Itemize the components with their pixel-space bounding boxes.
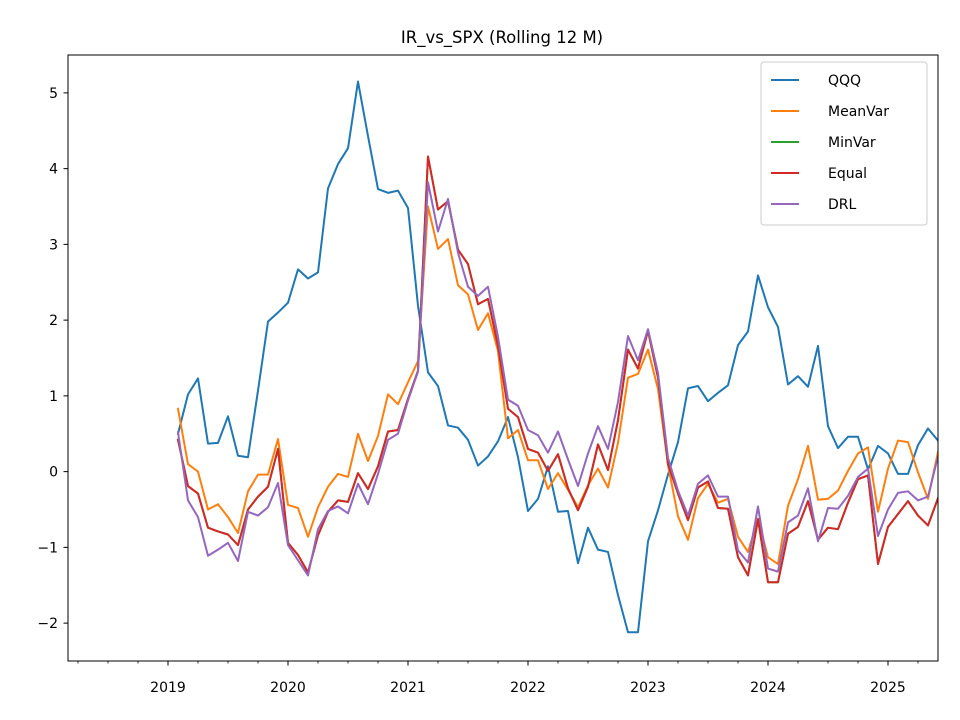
plot-area: [176, 80, 938, 634]
y-tick-label: 3: [49, 237, 58, 253]
legend-label-drl: DRL: [828, 197, 857, 213]
x-tick-label: 2019: [150, 680, 186, 696]
legend-label-minvar: MinVar: [828, 135, 876, 151]
series-line-equal: [176, 155, 938, 584]
legend-box: [760, 61, 928, 226]
x-tick-label: 2024: [750, 680, 786, 696]
axes: −2 −1 0 1 2 3 4 5 2019 2020 2021 2022 2023 2024 2025: [37, 54, 939, 696]
legend-label-meanvar: MeanVar: [828, 104, 889, 120]
legend-label-qqq: QQQ: [828, 73, 861, 89]
x-tick-label: 2022: [510, 680, 546, 696]
chart-title: IR_vs_SPX (Rolling 12 M): [401, 28, 603, 48]
x-tick-label: 2021: [390, 680, 426, 696]
y-tick-label: −1: [37, 540, 58, 556]
x-tick-label: 2023: [630, 680, 666, 696]
y-tick-label: 1: [49, 389, 58, 405]
x-tick-label: 2020: [270, 680, 306, 696]
y-tick-label: 4: [49, 162, 58, 178]
series-line-meanvar: [176, 205, 938, 566]
y-tick-label: 5: [49, 86, 58, 102]
axes-frame: [67, 54, 939, 662]
y-tick-label: 0: [49, 465, 58, 481]
series-line-qqq: [176, 80, 938, 634]
legend: QQQ MeanVar MinVar Equal DRL: [760, 61, 928, 226]
x-tick-label: 2025: [870, 680, 906, 696]
legend-label-equal: Equal: [828, 166, 867, 182]
y-tick-label: 2: [49, 313, 58, 329]
series-line-drl: [176, 181, 938, 577]
y-tick-label: −2: [37, 616, 58, 632]
